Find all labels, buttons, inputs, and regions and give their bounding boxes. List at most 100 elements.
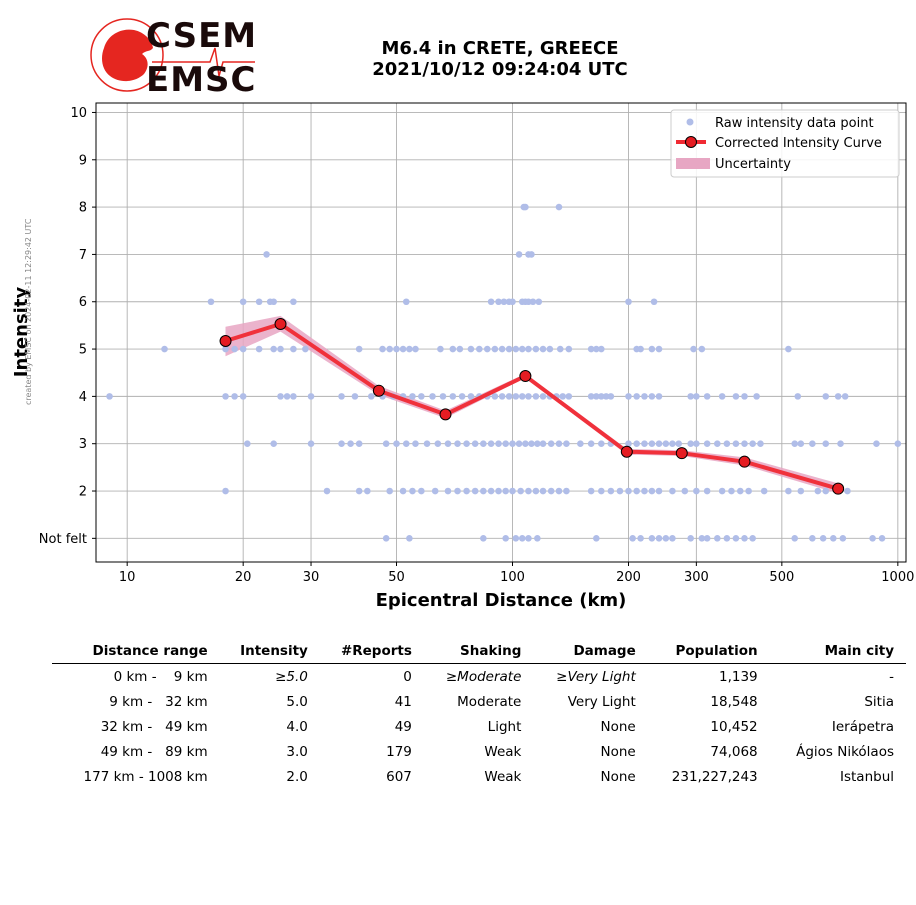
raw-point [669, 535, 676, 542]
cell-distance: 49 km - 89 km [100, 743, 208, 760]
raw-point [587, 393, 595, 400]
raw-point [839, 535, 847, 542]
raw-point [231, 345, 238, 353]
raw-point [565, 345, 573, 353]
raw-point [244, 440, 251, 448]
raw-point [593, 535, 600, 542]
raw-point [449, 393, 457, 400]
cell-distance: 0 km - 9 km [113, 668, 208, 685]
raw-point [518, 393, 526, 400]
header-distance: Distance range [52, 640, 220, 664]
raw-point [822, 440, 830, 448]
cell-reports: 607 [386, 768, 412, 785]
raw-point [434, 440, 442, 448]
table-row: 32 km - 49 km 4.0 49 Light None 10,452 I… [52, 714, 906, 739]
raw-point [841, 393, 849, 400]
raw-point [409, 487, 416, 495]
raw-point [662, 440, 670, 448]
raw-point [625, 440, 632, 448]
raw-point [393, 440, 400, 448]
cell-city: - [889, 668, 894, 685]
legend-uncertainty-swatch [676, 158, 710, 169]
raw-point [563, 440, 570, 448]
raw-point [307, 440, 315, 448]
raw-point [819, 535, 827, 542]
cell-reports: 41 [394, 693, 412, 710]
x-tick-label: 1000 [881, 570, 914, 585]
raw-point [347, 440, 354, 448]
raw-point [741, 535, 748, 542]
cell-shaking: Weak [484, 743, 522, 760]
raw-point [633, 440, 640, 448]
raw-point [894, 440, 902, 448]
raw-point [382, 535, 390, 542]
cell-distance: 32 km - 49 km [100, 718, 208, 735]
cell-distance: 9 km - 32 km [109, 693, 208, 710]
raw-point [471, 487, 479, 495]
cell-population: 231,227,243 [671, 768, 758, 785]
legend-uncertainty-label: Uncertainty [715, 157, 791, 172]
table-row: 0 km - 9 km ≥5.0 0 ≥Moderate ≥Very Light… [52, 664, 906, 690]
raw-point [563, 487, 570, 495]
raw-point [662, 535, 670, 542]
raw-point [873, 440, 880, 448]
raw-point [598, 487, 605, 495]
raw-point [458, 393, 466, 400]
raw-point [525, 345, 532, 353]
raw-point [355, 487, 363, 495]
raw-point [690, 345, 697, 353]
raw-point [555, 203, 563, 211]
uncertainty-band [225, 315, 839, 494]
header-population: Population [647, 640, 770, 664]
raw-point [355, 345, 363, 353]
raw-point [732, 440, 740, 448]
y-tick-label: 10 [70, 106, 87, 121]
raw-point [512, 393, 520, 400]
raw-point [491, 345, 499, 353]
raw-point [512, 535, 520, 542]
y-tick-label: 7 [79, 248, 87, 263]
raw-point [255, 298, 263, 306]
raw-point [625, 487, 632, 495]
raw-point [728, 487, 735, 495]
x-tick-label: 50 [388, 570, 405, 585]
raw-point [625, 393, 632, 400]
raw-point [502, 535, 509, 542]
raw-point [509, 298, 516, 306]
cell-population: 74,068 [710, 743, 758, 760]
raw-point [290, 345, 297, 353]
raw-point [669, 487, 676, 495]
raw-point [509, 440, 516, 448]
raw-point [106, 393, 113, 400]
uncertainty-area [225, 315, 839, 494]
raw-point [625, 298, 632, 306]
raw-point [463, 440, 470, 448]
raw-point [616, 487, 624, 495]
x-axis-label: Epicentral Distance (km) [376, 590, 627, 611]
raw-point [517, 487, 524, 495]
raw-point [498, 345, 506, 353]
x-tick-label: 500 [769, 570, 794, 585]
plot-frame [95, 102, 907, 563]
raw-point [456, 345, 464, 353]
raw-point [814, 487, 822, 495]
y-ticks: Not felt 2 3 4 5 6 7 8 9 10 [39, 106, 96, 547]
raw-point [703, 535, 711, 542]
raw-point [703, 393, 711, 400]
x-tick-label: 200 [616, 570, 641, 585]
legend-box [670, 109, 900, 178]
raw-point [791, 535, 799, 542]
raw-point [534, 535, 541, 542]
legend-raw-marker [686, 118, 694, 126]
curve-point [439, 408, 452, 421]
raw-point [355, 440, 363, 448]
raw-point [290, 393, 297, 400]
raw-point [290, 298, 297, 306]
raw-point [379, 345, 386, 353]
raw-point [687, 440, 694, 448]
globe-logo-icon [90, 18, 255, 92]
raw-point [723, 440, 731, 448]
raw-point [406, 535, 413, 542]
raw-point [681, 487, 689, 495]
raw-point [525, 535, 532, 542]
